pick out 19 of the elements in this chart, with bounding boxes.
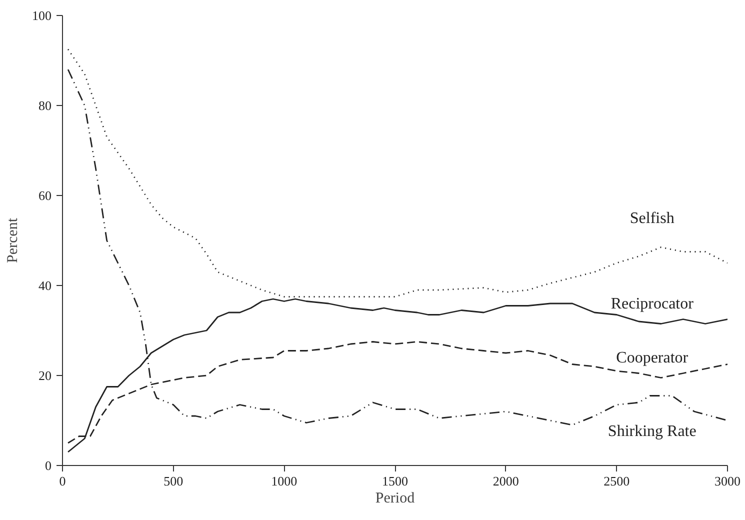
x-tick-label: 3000: [714, 474, 740, 488]
y-axis-title: Percent: [5, 217, 21, 263]
x-tick-label: 500: [164, 474, 184, 488]
x-tick-label: 1500: [382, 474, 408, 488]
x-tick-label: 2000: [492, 474, 519, 488]
series-label: Reciprocator: [610, 296, 694, 312]
x-tick-label: 2500: [604, 474, 630, 488]
series-label: Cooperator: [616, 350, 689, 366]
x-tick-label: 0: [59, 474, 66, 488]
y-tick-label: 20: [38, 368, 52, 383]
y-tick-label: 100: [32, 8, 52, 23]
series-label: Selfish: [630, 210, 674, 227]
y-tick-label: 80: [38, 98, 52, 113]
x-tick-label: 1000: [271, 474, 298, 488]
y-tick-label: 0: [45, 458, 52, 473]
y-tick-label: 40: [38, 278, 52, 293]
y-tick-label: 60: [38, 188, 52, 203]
series-label: Shirking Rate: [608, 422, 696, 440]
x-axis-title: Period: [375, 490, 416, 506]
